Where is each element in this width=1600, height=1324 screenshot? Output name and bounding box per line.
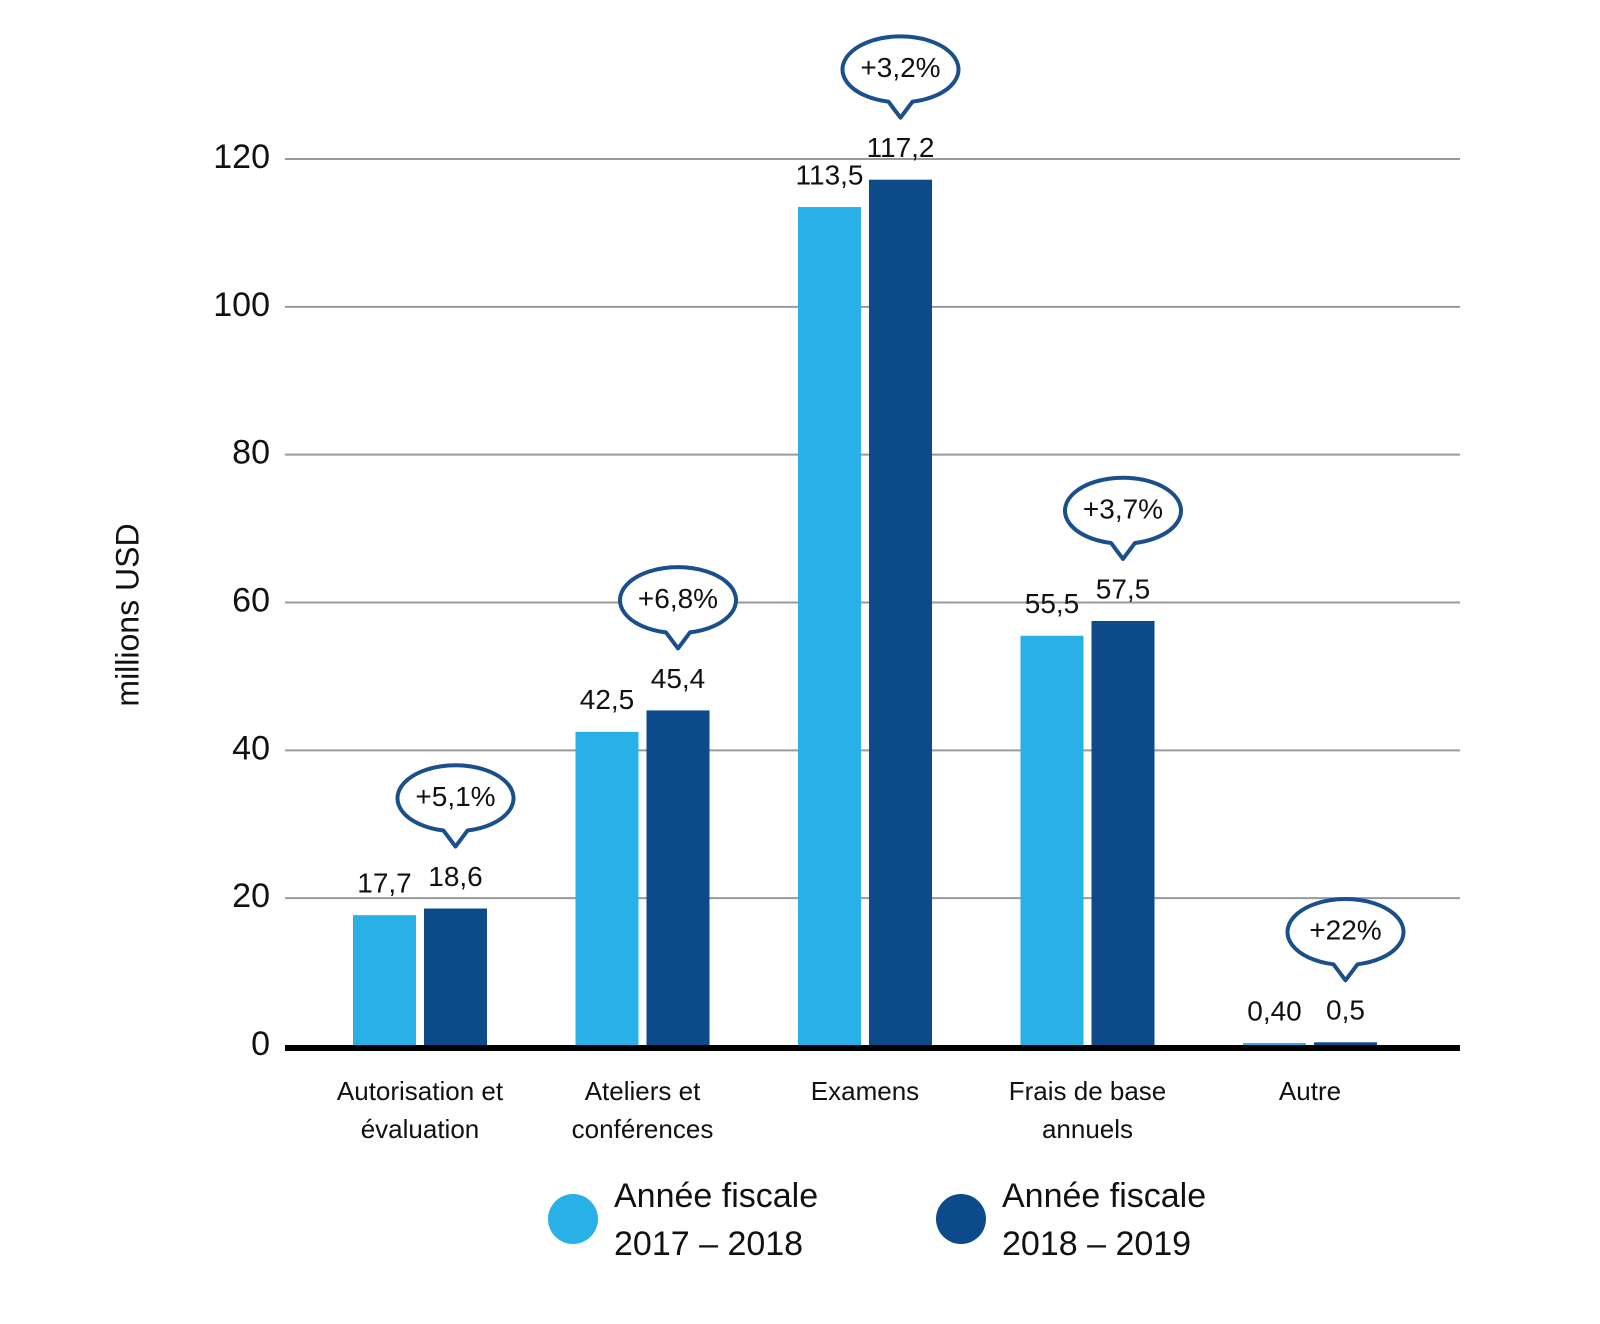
y-tick-label: 60: [232, 581, 270, 619]
y-tick-label: 40: [232, 729, 270, 767]
annotation: +5,1%: [415, 781, 495, 812]
x-tick-label: Autre: [1278, 1076, 1342, 1106]
annotation: +6,8%: [638, 583, 718, 614]
value-label: 17,7: [357, 868, 412, 899]
x-tick-label: Autorisation et évaluation: [336, 1076, 504, 1144]
bar: [869, 179, 932, 1047]
bar: [424, 908, 487, 1046]
value-label: 45,4: [651, 663, 706, 694]
value-label: 42,5: [580, 684, 635, 715]
value-label: 57,5: [1096, 573, 1151, 604]
x-tick-label: Ateliers et conférences: [571, 1076, 714, 1144]
y-tick-label: 0: [251, 1025, 270, 1063]
value-label: 0,40: [1247, 995, 1302, 1026]
y-tick-label: 120: [213, 138, 270, 176]
value-label: 117,2: [867, 132, 935, 163]
bar: [798, 207, 861, 1046]
bar: [575, 731, 639, 1046]
value-label: 113,5: [796, 159, 864, 190]
legend-label: Année fiscale 2017 – 2018: [614, 1177, 819, 1263]
annotation: +22%: [1309, 915, 1381, 946]
y-tick-label: 80: [232, 434, 270, 472]
annotation-bubble: [1285, 897, 1406, 983]
annotation: +3,2%: [860, 52, 940, 83]
x-tick-label: Examens: [810, 1076, 920, 1106]
bar: [1091, 620, 1155, 1046]
y-tick-label: 100: [213, 286, 270, 324]
value-label: 55,5: [1025, 588, 1080, 619]
bar: [646, 710, 710, 1046]
legend-marker: [548, 1194, 598, 1244]
bar: [353, 915, 416, 1046]
bar: [1020, 635, 1084, 1046]
value-label: 0,5: [1326, 995, 1365, 1026]
legend-marker: [936, 1194, 986, 1244]
legend-label: Année fiscale 2018 – 2019: [1002, 1177, 1207, 1263]
bar: [1243, 1043, 1306, 1046]
value-label: 18,6: [428, 861, 483, 892]
bar: [1314, 1042, 1377, 1046]
annotation-bubble: [840, 34, 961, 120]
y-axis-label: millions USD: [109, 523, 145, 706]
x-tick-label: Frais de base annuels: [1008, 1076, 1167, 1144]
annotation: +3,7%: [1083, 493, 1163, 524]
annotation-bubble: [618, 565, 738, 651]
y-tick-label: 20: [232, 877, 270, 915]
annotation-bubble: [395, 763, 516, 849]
annotation-bubble: [1063, 475, 1183, 561]
